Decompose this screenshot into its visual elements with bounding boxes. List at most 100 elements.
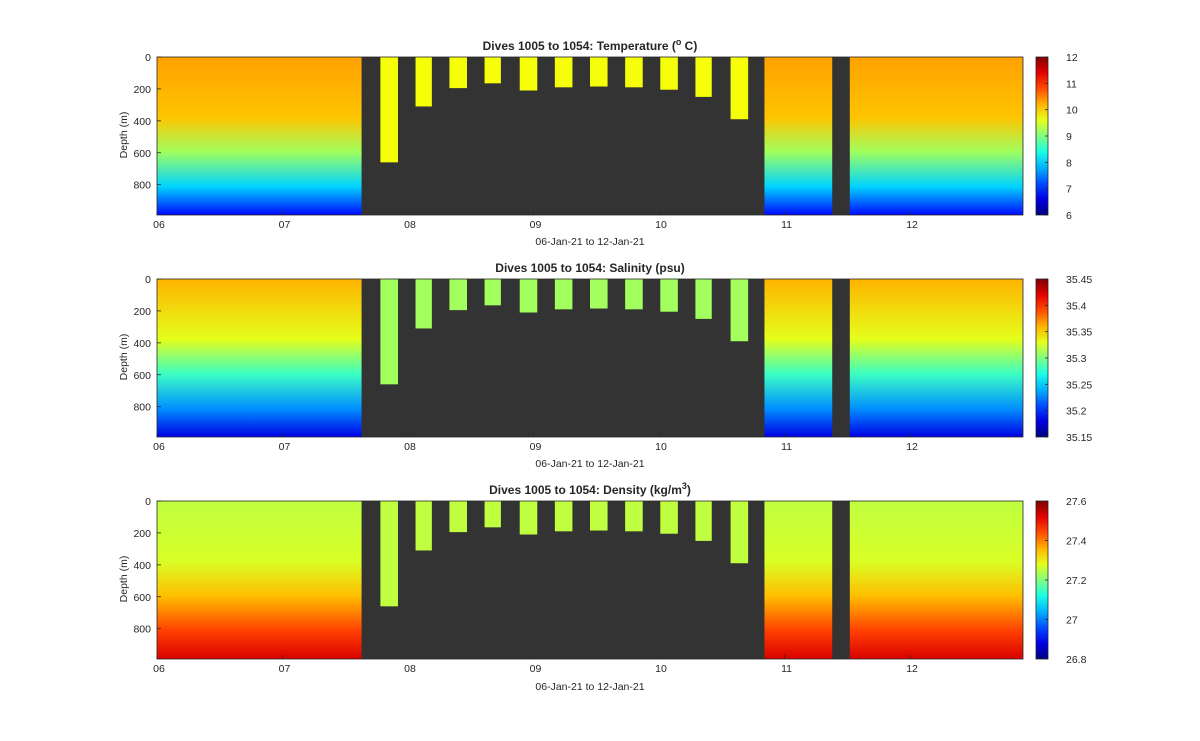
temperature-shallow-dive-2 [415, 57, 432, 107]
density-x-axis: 06 07 08 09 10 11 12 [153, 655, 918, 675]
salinity-shallow-dive-7 [590, 279, 608, 309]
plot-frame [156, 278, 1024, 438]
x-tick-label: 07 [279, 441, 291, 453]
salinity-shallow-dive-6 [554, 279, 573, 310]
temperature-profile-block-2 [764, 57, 833, 215]
y-tick-label: 600 [133, 592, 151, 604]
colorbar-tick-label: 9 [1066, 131, 1072, 143]
colorbar-tick-label: 12 [1066, 52, 1078, 64]
temperature-colorbar: 6 7 8 9 10 11 12 [1035, 52, 1078, 222]
y-tick-label: 400 [133, 338, 151, 350]
temperature-shallow-dive-8 [625, 57, 643, 88]
temperature-y-label: Depth (m) [118, 112, 130, 159]
salinity-x-label: 06-Jan-21 to 12-Jan-21 [535, 458, 644, 470]
salinity-y-label: Depth (m) [118, 334, 130, 381]
colorbar-tick-label: 27.6 [1066, 496, 1087, 508]
y-tick-label: 0 [145, 52, 151, 64]
salinity-profile-block-2 [764, 279, 833, 437]
salinity-shallow-dive-5 [519, 279, 538, 313]
colorbar-tick-label: 35.3 [1066, 353, 1087, 365]
x-tick-label: 08 [404, 663, 416, 675]
x-tick-label: 12 [906, 441, 918, 453]
density-shallow-dive-2 [415, 501, 432, 551]
density-profile-block-1 [157, 501, 362, 659]
density-shallow-dive-8 [625, 501, 643, 532]
colorbar-tick-label: 11 [1066, 78, 1077, 90]
salinity-colorbar: 35.15 35.2 35.25 35.3 35.35 35.4 35.45 [1035, 274, 1092, 444]
density-shallow-dive-5 [519, 501, 538, 535]
colorbar-tick-label: 35.15 [1066, 432, 1092, 444]
colorbar-tick-label: 35.45 [1066, 274, 1092, 286]
x-tick-label: 09 [530, 441, 542, 453]
x-tick-label: 11 [781, 663, 792, 675]
salinity-x-axis: 06 07 08 09 10 11 12 [153, 433, 918, 453]
y-tick-label: 600 [133, 370, 151, 382]
x-tick-label: 10 [655, 219, 667, 231]
temperature-shallow-dive-1 [380, 57, 398, 163]
density-y-axis: 0 200 400 600 800 [133, 496, 161, 636]
x-tick-label: 06 [153, 219, 165, 231]
y-tick-label: 400 [133, 116, 151, 128]
y-tick-label: 200 [133, 528, 151, 540]
density-x-label: 06-Jan-21 to 12-Jan-21 [535, 681, 644, 693]
salinity-heatmap [156, 278, 1024, 438]
temperature-panel: Dives 1005 to 1054: Temperature (o C) 06… [118, 37, 1078, 248]
salinity-title: Dives 1005 to 1054: Salinity (psu) [495, 261, 684, 275]
x-tick-label: 12 [906, 219, 918, 231]
x-tick-label: 06 [153, 441, 165, 453]
colorbar-tick-label: 6 [1066, 210, 1072, 222]
salinity-shallow-dive-1 [380, 279, 398, 385]
density-y-label: Depth (m) [118, 556, 130, 603]
salinity-profile-block-1 [157, 279, 362, 437]
x-tick-label: 10 [655, 663, 667, 675]
density-shallow-dive-9 [660, 501, 678, 534]
colorbar-tick-label: 35.2 [1066, 406, 1087, 418]
salinity-y-axis: 0 200 400 600 800 [133, 274, 161, 414]
salinity-shallow-dive-4 [484, 279, 501, 306]
colorbar-tick-label: 27.4 [1066, 536, 1087, 548]
x-tick-label: 08 [404, 219, 416, 231]
density-heatmap [156, 500, 1024, 660]
x-tick-label: 12 [906, 663, 918, 675]
colorbar-tick-label: 10 [1066, 105, 1078, 117]
x-tick-label: 10 [655, 441, 667, 453]
density-shallow-dive-6 [554, 501, 573, 532]
temperature-shallow-dive-10 [695, 57, 712, 97]
y-tick-label: 800 [133, 180, 151, 192]
y-tick-label: 200 [133, 306, 151, 318]
colorbar-tick-label: 35.25 [1066, 379, 1092, 391]
y-tick-label: 800 [133, 624, 151, 636]
y-tick-label: 800 [133, 402, 151, 414]
salinity-shallow-dive-10 [695, 279, 712, 319]
y-tick-label: 600 [133, 148, 151, 160]
x-tick-label: 09 [530, 219, 542, 231]
plot-frame [156, 500, 1024, 660]
colorbar-tick-label: 35.4 [1066, 300, 1087, 312]
temperature-title: Dives 1005 to 1054: Temperature (o C) [483, 37, 698, 53]
temperature-shallow-dive-11 [730, 57, 749, 120]
colorbar-tick-label: 27 [1066, 615, 1078, 627]
density-title: Dives 1005 to 1054: Density (kg/m3) [489, 481, 691, 497]
salinity-profile-block-3 [849, 279, 1023, 437]
density-colorbar: 26.8 27 27.2 27.4 27.6 [1035, 496, 1087, 666]
salinity-shallow-dive-9 [660, 279, 678, 312]
y-tick-label: 200 [133, 84, 151, 96]
temperature-shallow-dive-6 [554, 57, 573, 88]
density-profile-block-2 [764, 501, 833, 659]
x-tick-label: 09 [530, 663, 542, 675]
density-shallow-dive-4 [484, 501, 501, 528]
density-panel: Dives 1005 to 1054: Density (kg/m3) 06 07… [118, 481, 1087, 693]
temperature-y-axis: 0 200 400 600 800 [133, 52, 161, 192]
salinity-shallow-dive-2 [415, 279, 432, 329]
x-tick-label: 06 [153, 663, 165, 675]
temperature-profile-block-1 [157, 57, 362, 215]
x-tick-label: 07 [279, 663, 291, 675]
colorbar-tick-label: 27.2 [1066, 575, 1087, 587]
salinity-shallow-dive-11 [730, 279, 749, 342]
y-tick-label: 400 [133, 560, 151, 572]
density-shallow-dive-7 [590, 501, 608, 531]
plot-frame [156, 56, 1024, 216]
temperature-x-label: 06-Jan-21 to 12-Jan-21 [535, 236, 644, 248]
colorbar-tick-label: 8 [1066, 157, 1072, 169]
density-shallow-dive-3 [449, 501, 468, 533]
